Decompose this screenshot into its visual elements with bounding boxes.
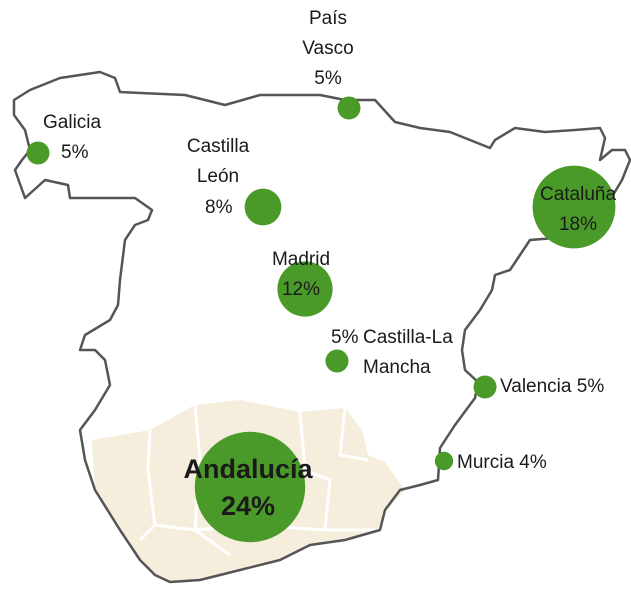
bubble <box>473 375 497 399</box>
bubble <box>532 165 616 249</box>
label: Murcia 4% <box>457 448 547 478</box>
region-value: 5% <box>576 376 605 397</box>
bubble <box>26 141 50 165</box>
bubble <box>244 188 282 226</box>
region-value: 5% <box>331 327 359 348</box>
label: Castilla León <box>168 132 268 192</box>
label: Cataluña 18% <box>528 180 628 240</box>
region-value: 12% <box>281 279 321 300</box>
spain-outline <box>12 70 631 584</box>
label: Valencia 5% <box>500 372 604 402</box>
region-value: 8% <box>205 197 233 218</box>
bubble <box>194 431 306 543</box>
label: País Vasco 5% <box>288 4 368 94</box>
region-value: 24% <box>220 491 276 521</box>
region-name: Valencia <box>500 376 572 397</box>
region-name: Castilla-La Mancha <box>363 327 453 378</box>
region-value: 18% <box>558 214 598 235</box>
bubble <box>434 451 454 471</box>
bubble <box>337 96 361 120</box>
bubbles <box>26 96 616 543</box>
region-value: 5% <box>61 142 89 163</box>
region-name: País Vasco <box>302 8 354 59</box>
region-name: Castilla León <box>186 136 250 187</box>
region-name: Cataluña <box>539 184 617 205</box>
label: Andalucía 24% <box>168 451 328 525</box>
region-value: 5% <box>314 68 342 89</box>
region-name: Andalucía <box>183 454 313 484</box>
region-value: 4% <box>519 452 547 473</box>
label: Madrid 12% <box>251 245 351 305</box>
bubble <box>325 349 349 373</box>
region-name: Galicia <box>43 112 102 133</box>
region-name: Madrid <box>271 249 331 270</box>
region-name: Murcia <box>457 452 515 473</box>
bubble <box>277 261 333 317</box>
